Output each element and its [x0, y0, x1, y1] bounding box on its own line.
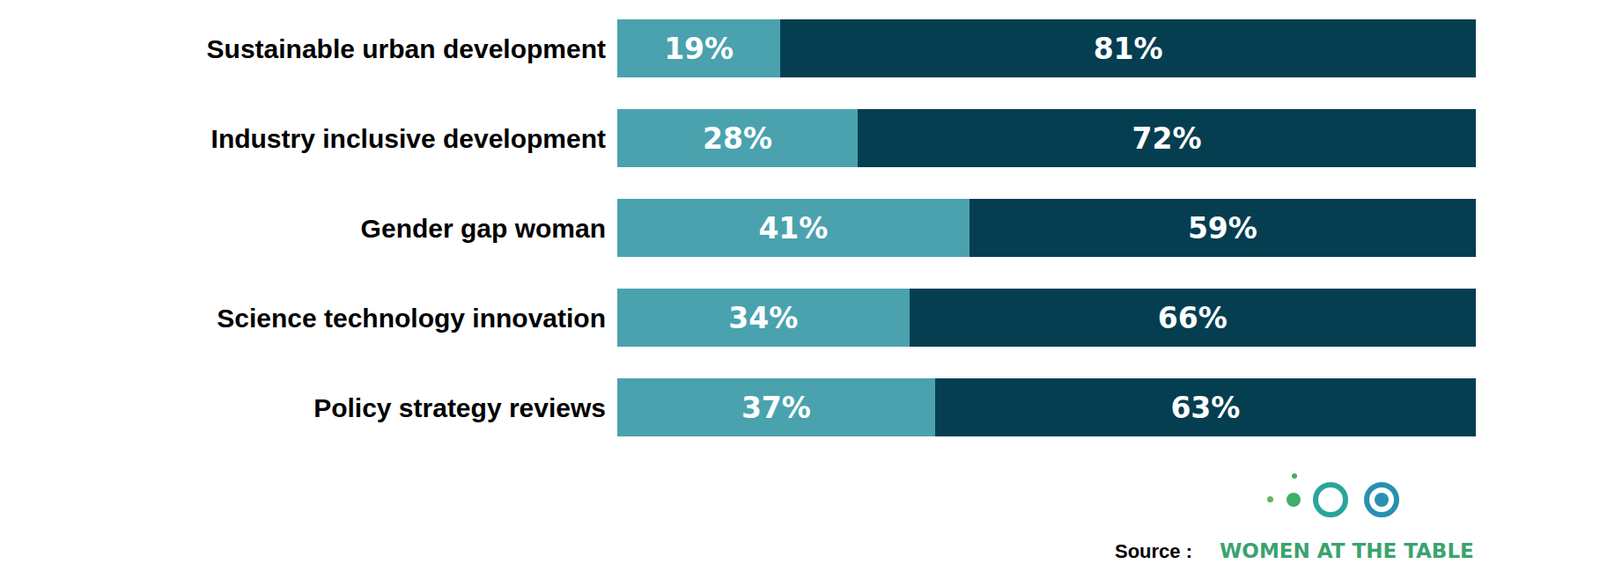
svg-text:19%: 19%	[663, 31, 734, 67]
svg-text:41%: 41%	[758, 211, 828, 246]
svg-text:Gender gap woman: Gender gap woman	[361, 213, 606, 244]
svg-text:Policy strategy reviews: Policy strategy reviews	[313, 393, 606, 423]
svg-text:Source :: Source :	[1114, 540, 1193, 563]
svg-text:63%: 63%	[1170, 390, 1240, 426]
svg-text:WOMEN AT THE TABLE: WOMEN AT THE TABLE	[1219, 539, 1475, 563]
svg-text:Industry inclusive development: Industry inclusive development	[211, 124, 606, 154]
svg-text:81%: 81%	[1093, 31, 1164, 67]
svg-text:Sustainable urban development: Sustainable urban development	[206, 34, 606, 64]
svg-text:Science technology innovation: Science technology innovation	[216, 303, 606, 333]
svg-text:28%: 28%	[702, 121, 773, 156]
svg-text:59%: 59%	[1187, 211, 1258, 246]
svg-text:37%: 37%	[741, 390, 812, 426]
svg-text:72%: 72%	[1132, 121, 1202, 156]
svg-text:66%: 66%	[1157, 301, 1228, 336]
svg-text:34%: 34%	[728, 301, 798, 336]
